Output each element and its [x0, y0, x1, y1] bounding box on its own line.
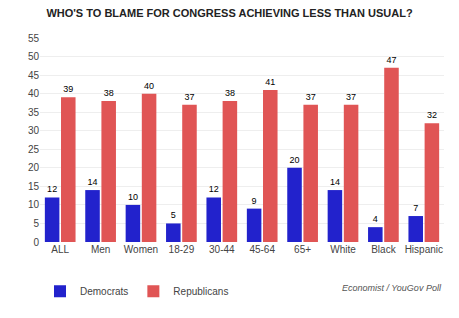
svg-text:15: 15: [28, 181, 40, 192]
svg-text:12: 12: [209, 184, 219, 194]
svg-text:30-44: 30-44: [209, 244, 235, 255]
svg-text:30: 30: [28, 125, 40, 136]
svg-text:45: 45: [28, 70, 40, 81]
svg-text:5: 5: [33, 218, 39, 229]
svg-text:0: 0: [33, 237, 39, 248]
svg-text:32: 32: [427, 110, 437, 120]
svg-text:47: 47: [386, 55, 396, 65]
svg-text:5: 5: [171, 210, 176, 220]
svg-text:45-64: 45-64: [249, 244, 275, 255]
svg-text:37: 37: [306, 92, 316, 102]
svg-text:White: White: [330, 244, 356, 255]
svg-text:Men: Men: [91, 244, 110, 255]
svg-text:20: 20: [290, 155, 300, 165]
svg-text:Hispanic: Hispanic: [405, 244, 443, 255]
svg-text:ALL: ALL: [51, 244, 69, 255]
svg-text:40: 40: [144, 81, 154, 91]
svg-text:12: 12: [47, 184, 57, 194]
svg-text:14: 14: [88, 177, 98, 187]
svg-text:40: 40: [28, 88, 40, 99]
svg-text:14: 14: [330, 177, 340, 187]
svg-text:35: 35: [28, 107, 40, 118]
svg-text:38: 38: [225, 88, 235, 98]
svg-text:10: 10: [28, 199, 40, 210]
svg-text:WHO'S TO BLAME FOR CONGRESS AC: WHO'S TO BLAME FOR CONGRESS ACHIEVING LE…: [46, 7, 413, 19]
svg-text:7: 7: [413, 203, 418, 213]
svg-text:55: 55: [28, 33, 40, 44]
svg-text:Women: Women: [124, 244, 158, 255]
svg-text:4: 4: [373, 214, 378, 224]
svg-text:37: 37: [346, 92, 356, 102]
svg-text:9: 9: [252, 196, 257, 206]
svg-text:10: 10: [128, 192, 138, 202]
svg-text:50: 50: [28, 51, 40, 62]
svg-text:25: 25: [28, 144, 40, 155]
svg-text:Democrats: Democrats: [80, 286, 128, 297]
svg-text:18-29: 18-29: [169, 244, 195, 255]
svg-text:39: 39: [63, 84, 73, 94]
svg-text:20: 20: [28, 162, 40, 173]
svg-text:41: 41: [265, 77, 275, 87]
svg-text:Republicans: Republicans: [173, 286, 228, 297]
svg-text:Black: Black: [371, 244, 396, 255]
svg-text:65+: 65+: [294, 244, 311, 255]
svg-text:Economist / YouGov Poll: Economist / YouGov Poll: [342, 283, 442, 293]
svg-text:37: 37: [184, 92, 194, 102]
svg-text:38: 38: [104, 88, 114, 98]
